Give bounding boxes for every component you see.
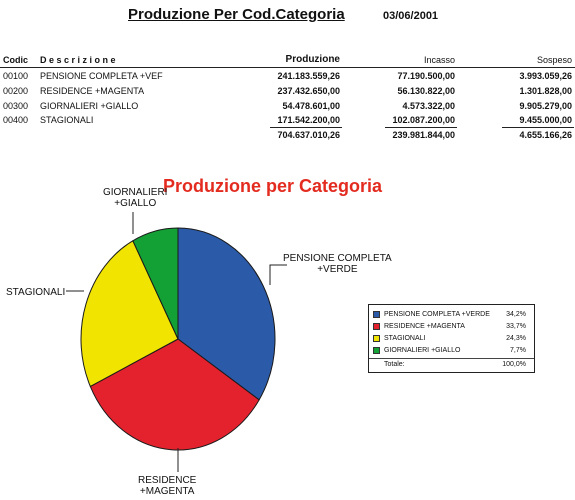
leader-pensione xyxy=(269,264,287,285)
report-date: 03/06/2001 xyxy=(383,10,439,22)
row-code: 00200 xyxy=(3,86,29,96)
legend-swatch xyxy=(373,335,380,342)
col-header-incasso: Incasso xyxy=(423,55,455,65)
row-incasso: 56.130.822,00 xyxy=(397,86,455,96)
legend-swatch xyxy=(373,311,380,318)
total-rule-produzione xyxy=(270,127,342,128)
legend-swatch xyxy=(373,323,380,330)
slice-residence xyxy=(89,338,260,451)
col-header-code: Codic xyxy=(3,55,29,65)
slice-label-residence: RESIDENCE +MAGENTA xyxy=(138,475,197,497)
row-description: GIORNALIERI +GIALLO xyxy=(40,101,139,111)
row-produzione: 237.432.650,00 xyxy=(277,86,340,96)
report-title: Produzione Per Cod.Categoria xyxy=(128,6,345,23)
slice-giornalieri xyxy=(132,227,179,340)
legend-item: GIORNALIERI +GIALLO 7,7% xyxy=(373,345,530,356)
row-produzione: 241.183.559,26 xyxy=(277,71,340,81)
row-produzione: 171.542.200,00 xyxy=(277,115,340,125)
row-sospeso: 9.905.279,00 xyxy=(519,101,572,111)
legend-total-percent: 100,0% xyxy=(502,361,526,368)
legend-percent: 7,7% xyxy=(510,347,526,354)
slice-stagionali xyxy=(80,240,179,388)
legend-percent: 33,7% xyxy=(506,323,526,330)
row-incasso: 102.087.200,00 xyxy=(392,115,455,125)
legend-percent: 34,2% xyxy=(506,311,526,318)
row-code: 00400 xyxy=(3,115,29,125)
slice-label-stagionali: STAGIONALI xyxy=(6,287,66,298)
slice-label-giornalieri: GIORNALIERI +GIALLO xyxy=(103,187,168,209)
row-code: 00300 xyxy=(3,101,29,111)
legend-swatch xyxy=(373,347,380,354)
legend-percent: 24,3% xyxy=(506,335,526,342)
col-header-produzione: Produzione xyxy=(285,54,340,65)
col-header-description: D e s c r i z i o n e xyxy=(40,55,116,65)
row-description: RESIDENCE +MAGENTA xyxy=(40,86,145,96)
row-sospeso: 1.301.828,00 xyxy=(519,86,572,96)
row-sospeso: 9.455.000,00 xyxy=(519,115,572,125)
legend-item: PENSIONE COMPLETA +VERDE 34,2% xyxy=(373,309,530,320)
chart-title: Produzione per Categoria xyxy=(163,176,383,196)
total-produzione: 704.637.010,26 xyxy=(277,130,340,140)
legend-item: RESIDENCE +MAGENTA 33,7% xyxy=(373,321,530,332)
legend-total-label: Totale: xyxy=(384,361,405,368)
row-produzione: 54.478.601,00 xyxy=(282,101,340,111)
total-incasso: 239.981.844,00 xyxy=(392,130,455,140)
chart-legend: PENSIONE COMPLETA +VERDE 34,2% RESIDENCE… xyxy=(368,304,535,373)
row-description: STAGIONALI xyxy=(40,115,94,125)
total-sospeso: 4.655.166,26 xyxy=(519,130,572,140)
col-header-sospeso: Sospeso xyxy=(536,55,572,65)
total-rule-incasso xyxy=(385,127,457,128)
total-rule-sospeso xyxy=(502,127,574,128)
legend-total-row: Totale: 100,0% xyxy=(373,359,530,370)
row-incasso: 77.190.500,00 xyxy=(397,71,455,81)
legend-label: STAGIONALI xyxy=(384,335,426,342)
row-sospeso: 3.993.059,26 xyxy=(519,71,572,81)
row-description: PENSIONE COMPLETA +VEF xyxy=(40,71,163,81)
legend-divider xyxy=(369,358,534,359)
legend-label: GIORNALIERI +GIALLO xyxy=(384,347,461,354)
row-code: 00100 xyxy=(3,71,29,81)
legend-item: STAGIONALI 24,3% xyxy=(373,333,530,344)
legend-label: PENSIONE COMPLETA +VERDE xyxy=(384,311,490,318)
slice-label-pensione: PENSIONE COMPLETA +VERDE xyxy=(283,253,392,275)
row-incasso: 4.573.322,00 xyxy=(402,101,455,111)
legend-label: RESIDENCE +MAGENTA xyxy=(384,323,465,330)
header-rule xyxy=(0,67,575,68)
